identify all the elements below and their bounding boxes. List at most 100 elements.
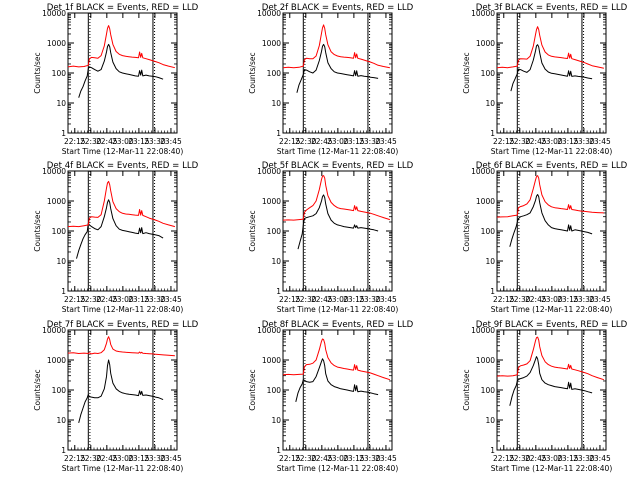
x-tick-label: 22:30	[509, 454, 531, 463]
x-axis-label: Start Time (12-Mar-11 22:08:40)	[277, 147, 399, 156]
series-events	[510, 44, 593, 92]
series-lld	[282, 24, 390, 69]
y-tick-label: 1	[61, 287, 66, 296]
x-tick-label: 22:15	[64, 454, 86, 463]
x-tick-label: 23:15	[557, 454, 579, 463]
y-tick-label: 10000	[471, 9, 495, 18]
y-tick-label: 100	[52, 227, 67, 236]
y-tick-label: 10	[56, 416, 66, 425]
series-events	[296, 43, 379, 93]
x-tick-label: 23:15	[343, 137, 365, 146]
series-lld	[67, 25, 176, 69]
series-lld	[67, 180, 176, 228]
y-tick-label: 100	[481, 227, 496, 236]
series-events	[509, 194, 593, 247]
x-tick-label: 23:45	[160, 454, 182, 463]
x-tick-label: 23:45	[160, 137, 182, 146]
y-axis-label: Counts/sec	[248, 52, 257, 93]
y-tick-label: 1000	[476, 39, 495, 48]
panel-title: Det 7f BLACK = Events, RED = LLD	[47, 320, 199, 330]
x-tick-label: 23:30	[359, 454, 381, 463]
x-tick-label: 23:45	[375, 454, 397, 463]
x-tick-label: 22:45	[311, 295, 333, 304]
panel-1: Det 1f BLACK = Events, RED = LLD 1 10 100 10…	[33, 3, 199, 156]
x-tick-label: 23:30	[359, 295, 381, 304]
series-lld	[67, 336, 175, 357]
x-tick-label: 23:45	[375, 137, 397, 146]
x-tick-label: 22:15	[64, 295, 86, 304]
y-axis-label: Counts/sec	[33, 52, 42, 93]
y-tick-label: 10	[56, 99, 66, 108]
x-tick-label: 22:30	[295, 137, 317, 146]
x-tick-label: 22:15	[493, 137, 515, 146]
y-tick-label: 10	[271, 257, 281, 266]
y-tick-label: 1	[276, 446, 281, 455]
x-tick-label: 23:15	[128, 295, 150, 304]
y-tick-label: 10	[271, 99, 281, 108]
y-tick-label: 10000	[257, 9, 281, 18]
panel-title: Det 1f BLACK = Events, RED = LLD	[47, 3, 199, 13]
x-tick-label: 22:45	[96, 454, 118, 463]
y-tick-label: 1000	[476, 197, 495, 206]
y-tick-label: 10000	[471, 326, 495, 335]
panel-title: Det 4f BLACK = Events, RED = LLD	[47, 161, 199, 171]
x-axis-label: Start Time (12-Mar-11 22:08:40)	[491, 305, 613, 314]
y-tick-label: 1	[490, 446, 495, 455]
x-tick-label: 23:15	[128, 454, 150, 463]
plot-frame	[67, 170, 178, 292]
y-axis-label: Counts/sec	[33, 210, 42, 251]
y-tick-label: 1000	[262, 356, 281, 365]
panel-title: Det 8f BLACK = Events, RED = LLD	[262, 320, 414, 330]
y-tick-label: 1000	[262, 39, 281, 48]
y-axis-label: Counts/sec	[248, 369, 257, 410]
x-tick-label: 23:00	[327, 295, 349, 304]
y-tick-label: 10000	[257, 326, 281, 335]
plot-frame	[496, 329, 607, 451]
x-tick-label: 23:00	[112, 454, 134, 463]
y-tick-label: 10	[271, 416, 281, 425]
x-tick-label: 23:45	[160, 295, 182, 304]
y-axis-label: Counts/sec	[462, 210, 471, 251]
y-tick-label: 1000	[47, 356, 66, 365]
y-tick-label: 1	[61, 446, 66, 455]
panel-4: Det 4f BLACK = Events, RED = LLD 1 10 100 10…	[33, 161, 199, 314]
x-tick-label: 22:30	[80, 295, 102, 304]
plot-frame	[67, 329, 178, 451]
y-tick-label: 1000	[262, 197, 281, 206]
y-tick-label: 10000	[42, 9, 66, 18]
x-tick-label: 23:00	[327, 137, 349, 146]
panel-title: Det 3f BLACK = Events, RED = LLD	[476, 3, 628, 13]
x-tick-label: 22:45	[525, 295, 547, 304]
panel-title: Det 6f BLACK = Events, RED = LLD	[476, 161, 628, 171]
panel-2: Det 2f BLACK = Events, RED = LLD 1 10 100 10…	[248, 3, 414, 156]
x-tick-label: 23:00	[327, 454, 349, 463]
x-axis-label: Start Time (12-Mar-11 22:08:40)	[491, 147, 613, 156]
y-tick-label: 10	[485, 257, 495, 266]
panel-title: Det 2f BLACK = Events, RED = LLD	[262, 3, 414, 13]
x-tick-label: 22:15	[64, 137, 86, 146]
x-tick-label: 22:15	[279, 454, 301, 463]
panel-6: Det 6f BLACK = Events, RED = LLD 1 10 100 10…	[462, 161, 628, 314]
y-tick-label: 10000	[257, 167, 281, 176]
x-tick-label: 22:15	[279, 295, 301, 304]
series-lld	[496, 26, 604, 69]
x-tick-label: 23:30	[144, 137, 166, 146]
x-tick-label: 22:30	[80, 454, 102, 463]
x-tick-label: 23:00	[541, 295, 563, 304]
panel-9: Det 9f BLACK = Events, RED = LLD 1 10 100 10…	[462, 320, 628, 473]
y-tick-label: 1	[490, 129, 495, 138]
y-tick-label: 1000	[476, 356, 495, 365]
x-tick-label: 22:30	[295, 454, 317, 463]
y-tick-label: 10000	[42, 326, 66, 335]
x-tick-label: 22:45	[311, 454, 333, 463]
y-tick-label: 1	[276, 129, 281, 138]
x-axis-label: Start Time (12-Mar-11 22:08:40)	[62, 464, 184, 473]
y-tick-label: 100	[481, 69, 496, 78]
x-axis-label: Start Time (12-Mar-11 22:08:40)	[62, 305, 184, 314]
y-tick-label: 100	[52, 69, 67, 78]
x-tick-label: 23:45	[375, 295, 397, 304]
y-axis-label: Counts/sec	[462, 369, 471, 410]
series-events	[297, 194, 379, 250]
y-tick-label: 1	[276, 287, 281, 296]
